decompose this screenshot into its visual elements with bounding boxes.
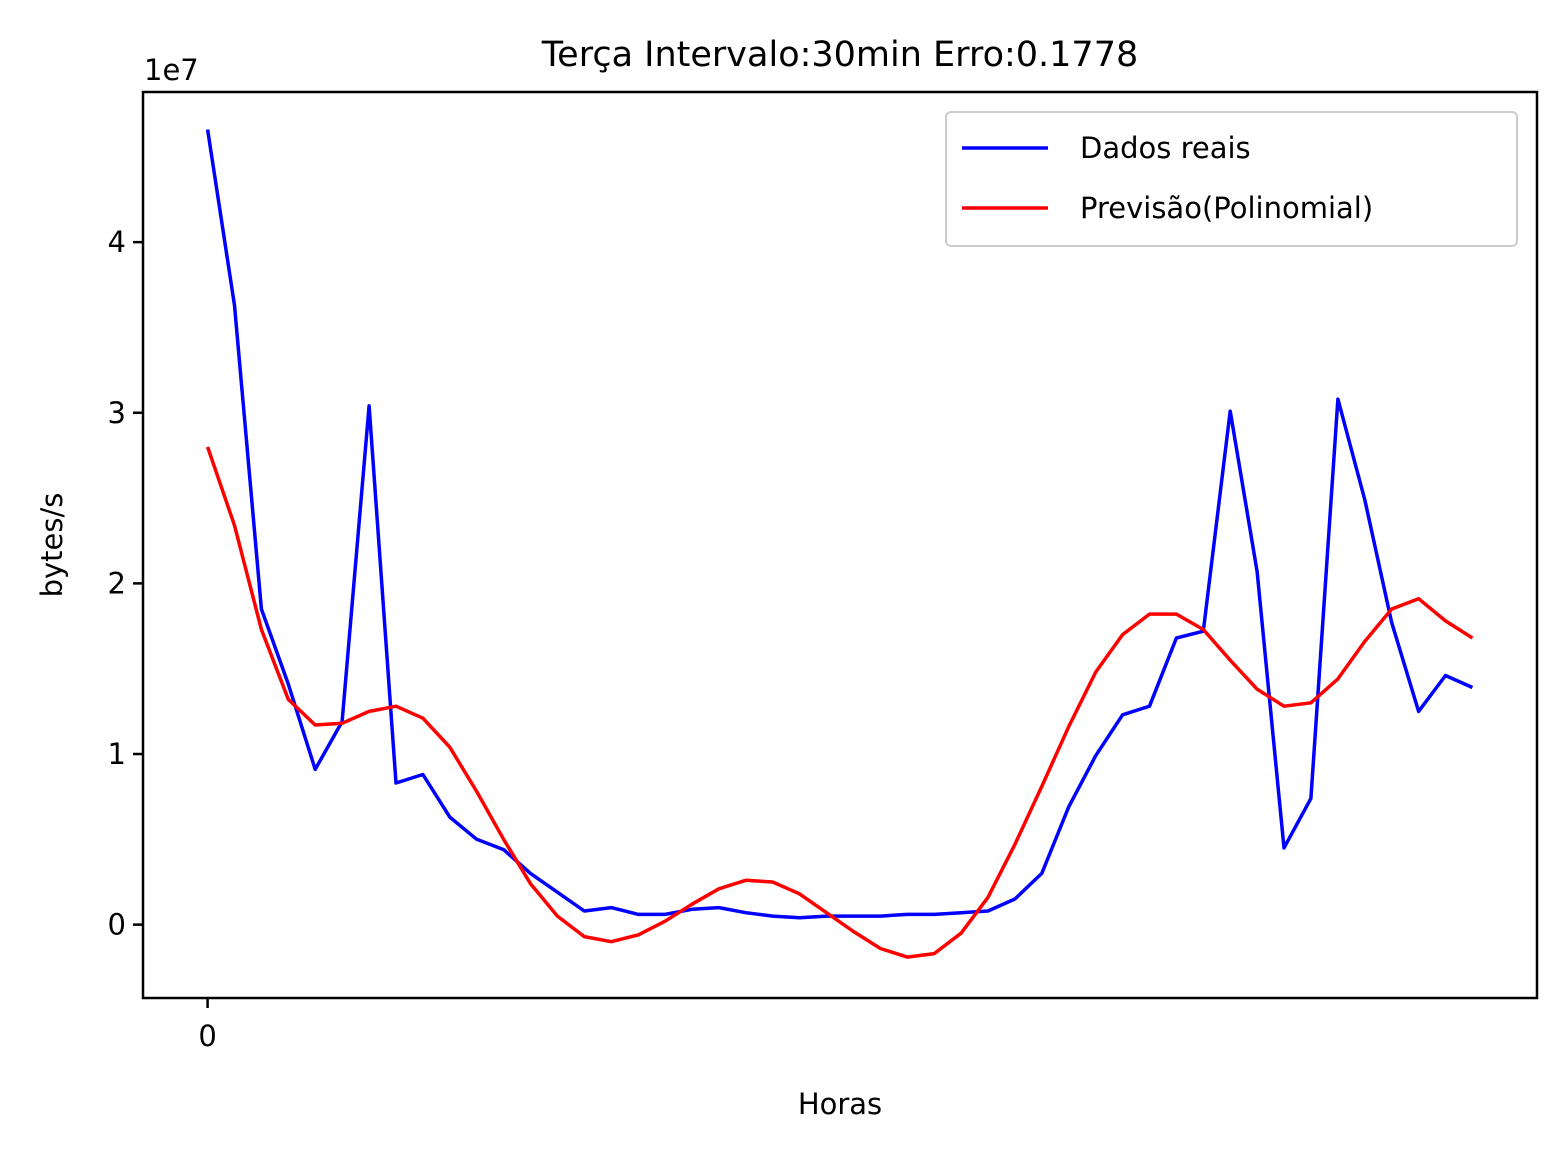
legend-label-dados-reais: Dados reais <box>1080 131 1251 165</box>
legend: Dados reais Previsão(Polinomial) <box>945 111 1518 247</box>
y-offset-label: 1e7 <box>144 53 199 87</box>
series-line-previsao <box>205 446 1474 959</box>
y-tick-label: 4 <box>108 225 126 259</box>
x-tick-label: 0 <box>198 1019 216 1053</box>
y-axis-label: bytes/s <box>35 493 69 598</box>
y-tick-label: 2 <box>108 566 126 600</box>
x-axis-label: Horas <box>798 1087 882 1121</box>
plot-frame <box>141 90 1539 1000</box>
chart-title: Terça Intervalo:30min Erro:0.1778 <box>541 35 1139 75</box>
y-tick-label: 1 <box>108 737 126 771</box>
legend-box <box>945 111 1518 247</box>
y-axis: 0 1 2 3 4 <box>108 225 143 942</box>
x-axis: 0 <box>198 998 217 1053</box>
series-line-dados-reais <box>205 129 1474 920</box>
y-tick-label: 3 <box>108 396 126 430</box>
legend-label-previsao: Previsão(Polinomial) <box>1080 191 1373 225</box>
series-layer <box>205 129 1474 959</box>
y-tick-label: 0 <box>108 908 126 942</box>
